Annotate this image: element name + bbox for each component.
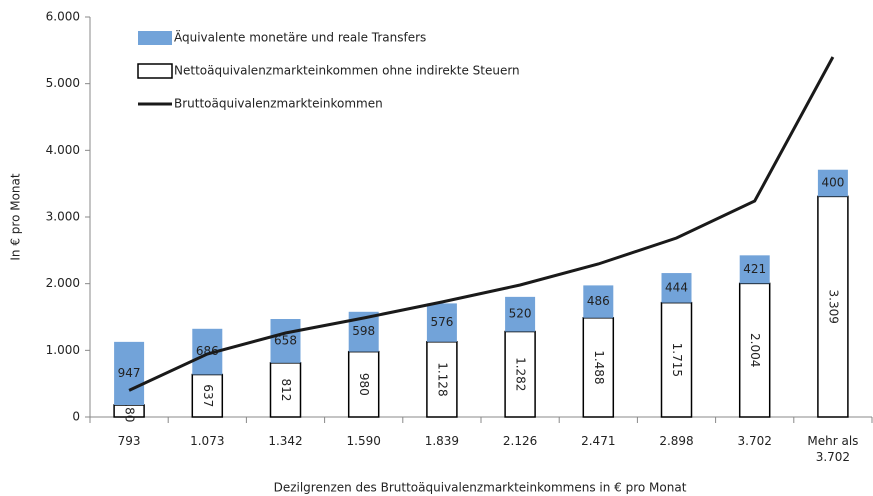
y-tick-label: 5.000 (46, 76, 80, 90)
x-tick-label: 1.342 (268, 434, 303, 448)
x-tick-label: 2.471 (581, 434, 616, 448)
legend-swatch (137, 63, 173, 79)
bar-value-label: 598 (352, 324, 375, 338)
x-tick-label: 1.073 (190, 434, 225, 448)
y-tick-label: 2.000 (46, 276, 80, 290)
bar-value-label: 658 (274, 333, 297, 347)
bar (661, 273, 692, 303)
bar (583, 285, 614, 318)
legend-label: Bruttoäquivalenzmarkteinkommen (174, 97, 383, 111)
bar (817, 169, 848, 197)
x-axis-label: Dezilgrenzen des Bruttoäquivalenzmarktei… (274, 481, 687, 495)
x-tick-label: 1.590 (346, 434, 381, 448)
bar-value-label: 444 (665, 280, 688, 294)
legend-swatch (138, 31, 172, 45)
bar-value-label: 421 (743, 262, 766, 276)
y-tick-label: 1.000 (46, 343, 80, 357)
bar-value-label: 486 (587, 294, 610, 308)
x-tick-label: Mehr als 3.702 (807, 434, 859, 464)
bar (660, 301, 693, 418)
bar-value-label: 1.488 (592, 350, 606, 384)
bar (426, 341, 458, 418)
bar-value-label: 520 (509, 307, 532, 321)
bar-value-label: 576 (430, 315, 453, 329)
legend-label: Nettoäquivalenzmarkteinkommen ohne indir… (174, 64, 520, 78)
bar-value-label: 947 (118, 366, 141, 380)
bar (505, 296, 536, 332)
bar (114, 341, 145, 405)
bar (739, 255, 770, 284)
x-tick-label: 793 (117, 434, 141, 448)
x-tick-label: 3.702 (737, 434, 772, 448)
bar-value-label: 1.715 (670, 343, 684, 377)
y-tick-label: 6.000 (46, 10, 80, 24)
bar-value-label: 1.128 (435, 362, 449, 396)
bar (582, 317, 615, 418)
bar-value-label: 400 (821, 176, 844, 190)
bar-value-label: 812 (279, 378, 293, 401)
bar (426, 303, 457, 342)
bar (270, 319, 301, 363)
bar-value-label: 980 (357, 373, 371, 396)
x-tick-label: 1.839 (424, 434, 460, 448)
y-tick-label: 4.000 (46, 143, 80, 157)
bar (191, 373, 224, 418)
bar-value-label: 686 (196, 344, 219, 358)
x-tick-label: 2.898 (659, 434, 694, 448)
bar-value-label: 180 (123, 400, 137, 423)
bar-value-label: 3.309 (826, 290, 840, 324)
legend-label: Äquivalente monetäre und reale Transfers (174, 30, 426, 45)
bar-value-label: 2.004 (748, 333, 762, 367)
y-axis-label: In € pro Monat (9, 173, 23, 261)
y-tick-label: 3.000 (46, 210, 80, 224)
y-tick-label: 0 (72, 410, 80, 424)
line (128, 56, 835, 392)
bar (738, 282, 771, 418)
bar-value-label: 1.282 (514, 357, 528, 391)
bar (269, 362, 302, 418)
bar-value-label: 637 (201, 384, 215, 407)
x-tick-label: 2.126 (502, 434, 538, 448)
